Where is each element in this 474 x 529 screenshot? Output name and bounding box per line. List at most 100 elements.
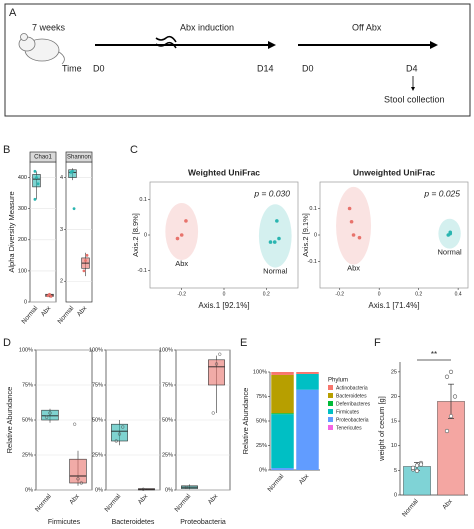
- panel-label: E: [240, 337, 247, 349]
- confidence-ellipse: [258, 204, 292, 268]
- y-tick-label: 0%: [259, 467, 267, 473]
- x-tick-label: -0.2: [177, 291, 186, 297]
- series-label: Abx: [175, 259, 188, 268]
- panel-label: A: [9, 7, 17, 19]
- point: [179, 233, 184, 237]
- x-tick-label: Abx: [40, 304, 53, 318]
- y-tick-label: 75%: [256, 394, 267, 400]
- panel-label: F: [374, 337, 381, 349]
- panel-title: Bacteroidetes: [112, 519, 155, 526]
- x-tick-label: Normal: [57, 304, 76, 325]
- y-tick-label: 0%: [165, 487, 173, 493]
- y-tick-label: 2: [60, 279, 63, 285]
- legend-swatch: [328, 393, 333, 398]
- panel-title: Unweighted UniFrac: [353, 167, 435, 177]
- y-tick-label: 25%: [162, 452, 173, 458]
- x-tick-label: Abx: [298, 472, 311, 486]
- y-tick-label: 0: [24, 299, 27, 305]
- confidence-ellipse: [336, 186, 372, 265]
- legend-label: Actinobacteria: [336, 385, 368, 391]
- bar-segment: [271, 414, 294, 469]
- x-tick-label: Abx: [68, 492, 81, 506]
- legend-label: Proteobacteria: [336, 417, 369, 423]
- point: [141, 487, 145, 491]
- day: D14: [257, 63, 274, 73]
- y-tick-label: 50%: [256, 418, 267, 424]
- arrow-head: [430, 41, 438, 49]
- box: [208, 359, 225, 386]
- mouse-icon: [18, 33, 65, 65]
- point: [184, 219, 188, 223]
- point: [268, 240, 273, 244]
- legend-swatch: [328, 401, 333, 406]
- point: [275, 219, 279, 223]
- y-tick-label: 200: [18, 237, 27, 243]
- x-tick-label: Abx: [441, 497, 454, 511]
- point: [48, 292, 51, 296]
- y-tick-label: -0.1: [308, 259, 317, 265]
- point: [211, 411, 215, 415]
- panel-label: C: [130, 144, 138, 156]
- x-axis-label: Axis.1 [92.1%]: [198, 301, 249, 310]
- y-axis-label: Relative Abundance: [241, 388, 250, 455]
- x-tick-label: Normal: [174, 492, 193, 513]
- legend-label: Tenericutes: [336, 425, 362, 431]
- panel-a-frame: [4, 3, 471, 117]
- y-tick-label: 25: [391, 369, 397, 375]
- bar-segment: [271, 468, 294, 470]
- point: [33, 169, 37, 173]
- y-axis-label: Axis.2 [9.1%]: [301, 213, 310, 257]
- x-tick-label: 0.2: [263, 291, 270, 297]
- x-axis-label: Axis.1 [71.4%]: [368, 301, 419, 310]
- strip: [65, 151, 93, 163]
- bar-segment: [296, 389, 319, 470]
- point: [35, 176, 38, 179]
- x-tick-label: Normal: [267, 472, 286, 493]
- y-tick-label: 25%: [256, 443, 267, 449]
- point: [410, 465, 416, 471]
- x-tick-label: 0: [223, 291, 226, 297]
- arrow-head: [411, 87, 415, 91]
- box: [41, 409, 59, 421]
- y-tick-label: 100%: [19, 347, 33, 353]
- bar-segment: [296, 373, 319, 390]
- day: D0: [302, 63, 314, 73]
- panel-title: Chao1: [34, 155, 52, 161]
- x-tick-label: Normal: [104, 492, 123, 513]
- x-tick-label: -0.2: [335, 291, 344, 297]
- y-tick-label: 0.1: [309, 206, 317, 212]
- point: [184, 485, 188, 489]
- y-tick-label: 0%: [95, 487, 103, 493]
- y-tick-label: 20: [391, 394, 397, 400]
- point: [214, 362, 219, 366]
- panel-title: Shannon: [67, 155, 91, 161]
- x-tick-label: 0.4: [455, 291, 462, 297]
- legend-label: Firmicutes: [336, 409, 360, 415]
- y-tick-label: 0: [314, 232, 317, 238]
- x-tick-label: 0.2: [415, 291, 422, 297]
- point: [71, 169, 74, 173]
- point: [121, 425, 125, 429]
- panel-title: Proteobacteria: [180, 519, 226, 526]
- point: [452, 394, 458, 399]
- point: [85, 253, 89, 257]
- y-tick-label: 400: [18, 175, 27, 181]
- point: [49, 295, 53, 298]
- point: [414, 468, 420, 473]
- y-tick-label: 50%: [92, 417, 103, 423]
- y-tick-label: 4: [60, 175, 63, 181]
- point: [79, 481, 84, 485]
- bar-segment: [271, 413, 294, 415]
- point: [448, 230, 453, 235]
- panel-title: Firmicutes: [48, 519, 81, 526]
- point: [114, 439, 118, 443]
- point: [444, 374, 450, 379]
- y-axis-label: weight of cecum [g]: [377, 396, 386, 462]
- legend-swatch: [328, 385, 333, 390]
- time-label: Time: [62, 63, 82, 73]
- point: [277, 236, 281, 241]
- y-tick-label: 100: [18, 268, 27, 274]
- point: [33, 197, 37, 201]
- y-tick-label: 3: [60, 227, 63, 233]
- panel-label: B: [3, 144, 10, 156]
